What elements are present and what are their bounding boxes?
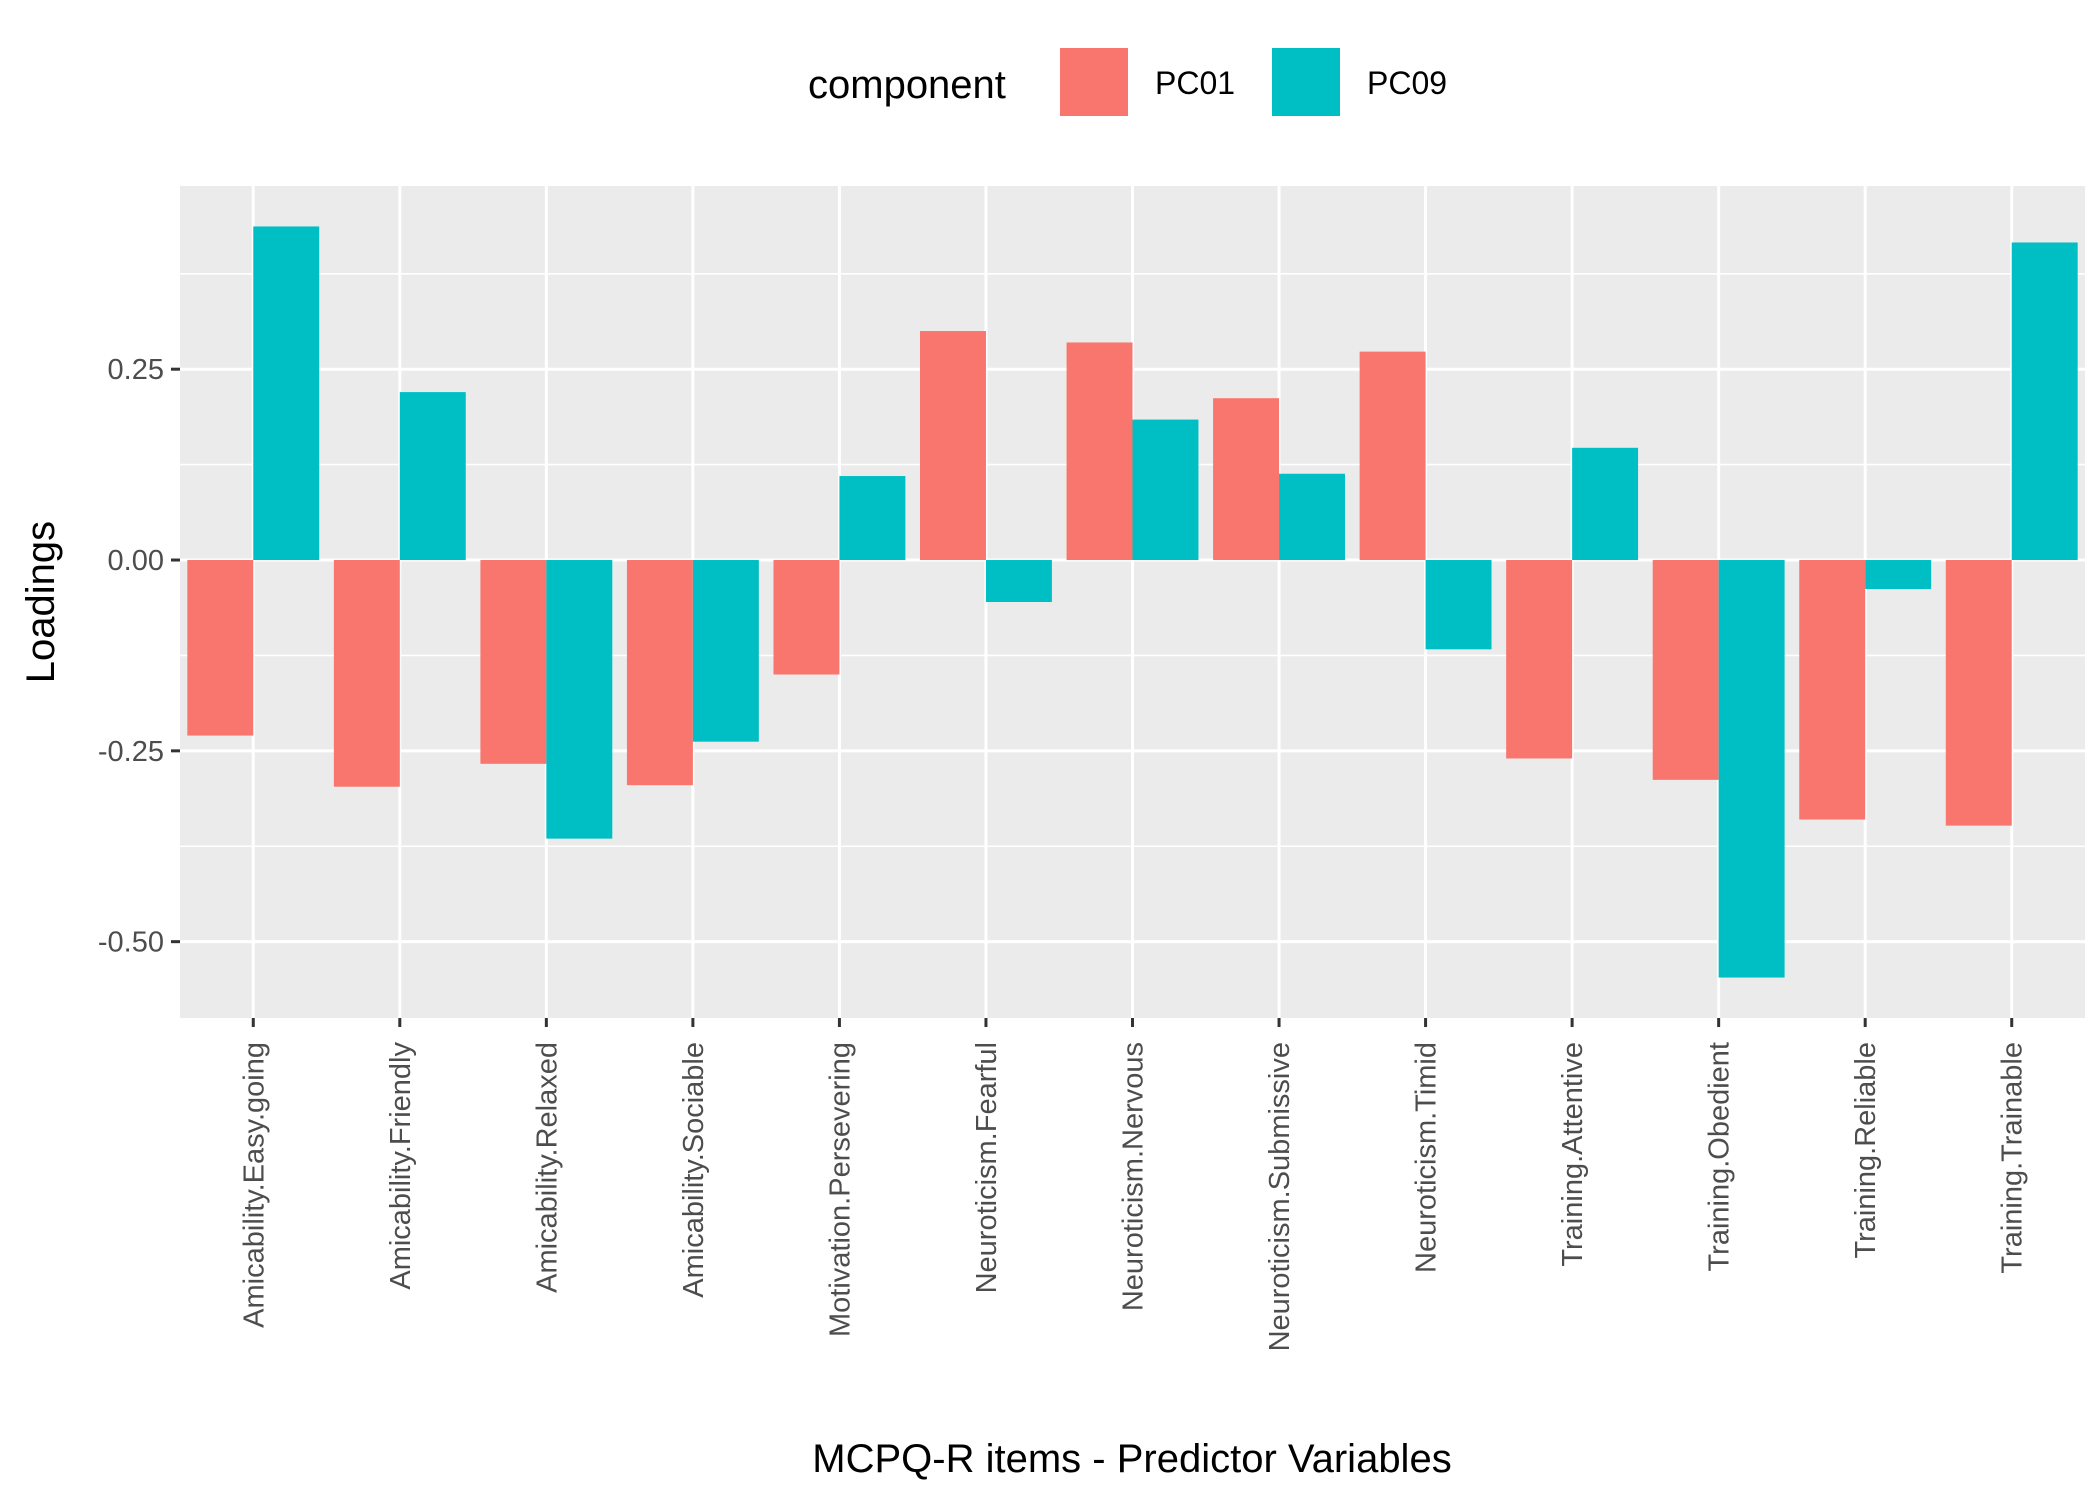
bar-pc01: [187, 560, 254, 736]
bar-pc01: [1506, 560, 1573, 759]
x-tick-label: Training.Attentive: [1557, 1042, 1589, 1267]
x-tick-label: Neuroticism.Nervous: [1118, 1042, 1150, 1311]
bar-pc01: [333, 560, 400, 787]
bar-pc09: [1132, 419, 1199, 561]
bar-pc01: [1359, 351, 1426, 561]
bar-pc09: [985, 560, 1052, 602]
legend-label-pc01: PC01: [1155, 65, 1235, 101]
x-tick-label: Amicability.Sociable: [678, 1042, 710, 1298]
bar-pc01: [773, 560, 840, 675]
x-tick-label: Motivation.Persevering: [824, 1042, 856, 1337]
bar-pc01: [1066, 342, 1133, 561]
bar-pc09: [839, 476, 906, 561]
bar-pc09: [1718, 560, 1785, 978]
bar-pc01: [1213, 398, 1280, 561]
x-axis-title: MCPQ-R items - Predictor Variables: [812, 1437, 1451, 1481]
bar-pc01: [480, 560, 547, 764]
y-tick-label: 0.00: [108, 545, 164, 577]
bar-pc01: [1799, 560, 1866, 820]
bar-pc01: [626, 560, 693, 786]
bar-pc09: [1865, 560, 1932, 590]
y-tick-label: -0.25: [98, 736, 164, 768]
x-tick-label: Training.Trainable: [1997, 1042, 2029, 1274]
bar-pc01: [920, 331, 986, 561]
bar-pc09: [692, 560, 759, 742]
x-tick-label: Neuroticism.Fearful: [971, 1042, 1003, 1293]
bar-pc09: [546, 560, 613, 839]
y-axis-title: Loadings: [19, 521, 63, 683]
bar-pc09: [399, 392, 466, 561]
bar-pc01: [1652, 560, 1719, 780]
x-tick-label: Training.Reliable: [1850, 1042, 1882, 1259]
bar-pc09: [1279, 473, 1345, 561]
legend: component PC01 PC09: [808, 48, 1447, 116]
legend-label-pc09: PC09: [1367, 65, 1447, 101]
y-tick-label: -0.50: [98, 927, 164, 959]
bar-pc09: [1572, 447, 1639, 561]
x-tick-label: Amicability.Friendly: [385, 1042, 417, 1290]
bar-pc09: [253, 226, 320, 561]
x-tick-label: Training.Obedient: [1704, 1042, 1736, 1271]
x-tick-label: Neuroticism.Timid: [1411, 1042, 1443, 1273]
y-tick-label: 0.25: [108, 354, 164, 386]
legend-key-pc09: [1272, 48, 1340, 116]
bar-pc09: [2011, 242, 2078, 561]
bar-pc01: [1945, 560, 2012, 826]
legend-key-pc01: [1060, 48, 1128, 116]
legend-title: component: [808, 63, 1006, 107]
x-tick-label: Amicability.Relaxed: [531, 1042, 563, 1293]
bar-pc09: [1425, 560, 1492, 650]
x-tick-label: Amicability.Easy.going: [238, 1042, 270, 1328]
x-tick-label: Neuroticism.Submissive: [1264, 1042, 1296, 1351]
